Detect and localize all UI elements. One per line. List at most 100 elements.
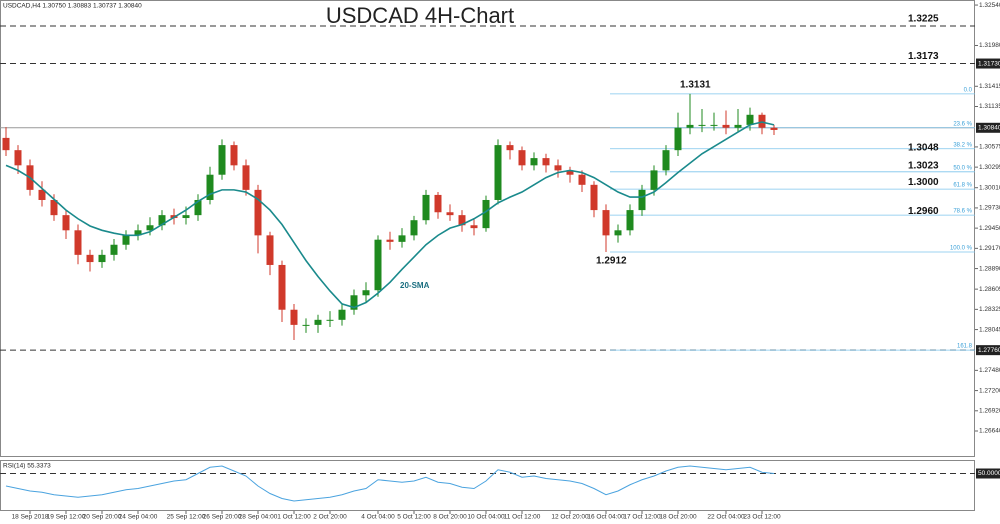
candle-body [110, 244, 118, 255]
candle-body [302, 324, 310, 326]
candle-body [374, 239, 382, 291]
y-tick-label: 1.29170 [979, 245, 1000, 252]
candle-body [386, 239, 394, 242]
chart-header: USDCAD,H4 1.30750 1.30883 1.30737 1.3084… [3, 3, 142, 10]
x-tick-label: 2 Oct 20:00 [313, 514, 347, 521]
y-tick-label: 1.32540 [979, 2, 1000, 9]
level-label: 1.3225 [908, 14, 939, 25]
x-tick-label: 22 Oct 04:00 [707, 514, 745, 521]
x-tick-label: 8 Oct 20:00 [433, 514, 467, 521]
price-tag-label: 1.31730 [978, 60, 1000, 67]
price-annotation: 1.2912 [596, 256, 627, 267]
y-tick-label: 1.31135 [979, 103, 1000, 110]
y-tick-label: 1.28890 [979, 265, 1000, 272]
candle-body [278, 264, 286, 310]
chart-title: USDCAD 4H-Chart [326, 3, 514, 28]
fib-label: 61.8 % [953, 183, 972, 189]
candle-body [470, 225, 478, 229]
candle-body [98, 254, 106, 263]
candle-body [434, 194, 442, 213]
x-tick-label: 10 Oct 04:00 [467, 514, 505, 521]
candle-body [602, 210, 610, 236]
y-tick-label: 1.28325 [979, 306, 1000, 313]
candle-body [254, 189, 262, 236]
y-tick-label: 1.30295 [979, 164, 1000, 171]
y-tick-label: 1.29450 [979, 225, 1000, 232]
candle-body [626, 210, 634, 231]
candle-body [410, 220, 418, 236]
candle-body [746, 114, 754, 125]
candle-body [494, 145, 502, 200]
fib-label: 161.8 [957, 344, 973, 350]
x-tick-label: 28 Sep 04:00 [239, 514, 278, 521]
x-tick-label: 18 Oct 20:00 [659, 514, 697, 521]
x-tick-label: 23 Oct 12:00 [743, 514, 781, 521]
y-tick-label: 1.31980 [979, 42, 1000, 49]
fib-label: 23.6 % [953, 121, 972, 127]
fib-label: 100.0 % [950, 246, 973, 252]
fib-label: 38.2 % [953, 142, 972, 148]
candle-body [566, 170, 574, 175]
price-annotation: 1.3023 [908, 160, 939, 171]
y-tick-label: 1.29730 [979, 205, 1000, 212]
rsi-tag [976, 468, 1000, 479]
candle-body [458, 215, 466, 226]
x-tick-label: 24 Sep 04:00 [119, 514, 158, 521]
level-label: 1.3173 [908, 51, 939, 62]
x-tick-label: 26 Sep 20:00 [203, 514, 242, 521]
x-tick-label: 12 Oct 20:00 [551, 514, 589, 521]
candle-body [38, 189, 46, 200]
candle-body [770, 127, 778, 130]
fib-label: 0.0 [964, 87, 973, 93]
rsi-tick-label: 50.0000 [978, 470, 1000, 477]
y-tick-label: 1.31415 [979, 83, 1000, 90]
candle-body [722, 124, 730, 128]
price-tag-label: 1.30840 [978, 125, 1000, 132]
x-tick-label: 4 Oct 04:00 [361, 514, 395, 521]
candle-body [686, 124, 694, 128]
price-annotation: 1.3131 [680, 79, 711, 90]
candle-body [194, 199, 202, 216]
candle-body [638, 189, 646, 211]
rsi-panel [0, 460, 975, 511]
candle-body [14, 150, 22, 166]
candle-body [554, 165, 562, 171]
candle-body [518, 150, 526, 166]
price-annotation: 1.3048 [908, 142, 939, 153]
price-tag [976, 122, 1000, 133]
candle-body [182, 215, 190, 219]
candle-body [146, 225, 154, 231]
fib-label: 50.0 % [953, 165, 972, 171]
candle-body [350, 295, 358, 310]
rsi-title: RSI(14) 55.3373 [3, 463, 51, 470]
fib-label: 78.6 % [953, 209, 972, 215]
candle-body [590, 184, 598, 211]
candle-body [50, 199, 58, 216]
candle-body [578, 174, 586, 185]
candle-body [698, 124, 706, 126]
x-tick-label: 25 Sep 12:00 [167, 514, 206, 521]
price-tag-label: 1.27760 [978, 347, 1000, 354]
candle-body [266, 235, 274, 265]
candle-body [398, 235, 406, 242]
x-tick-label: 11 Oct 12:00 [504, 514, 541, 521]
candle-body [362, 290, 370, 296]
y-tick-label: 1.26640 [979, 428, 1000, 435]
y-tick-label: 1.28045 [979, 326, 1000, 333]
candle-body [218, 145, 226, 175]
candle-body [338, 309, 346, 320]
candle-body [86, 254, 94, 263]
candle-body [614, 230, 622, 236]
candle-body [74, 230, 82, 255]
candle-body [314, 319, 322, 325]
candle-body [710, 124, 718, 126]
x-tick-label: 20 Sep 20:00 [83, 514, 122, 521]
candle-body [62, 215, 70, 231]
candle-body [734, 124, 742, 128]
sma-line [5, 121, 775, 309]
candle-body [446, 212, 454, 216]
x-tick-label: 17 Oct 12:00 [623, 514, 661, 521]
candle-body [2, 137, 10, 151]
rsi-line [5, 465, 775, 502]
